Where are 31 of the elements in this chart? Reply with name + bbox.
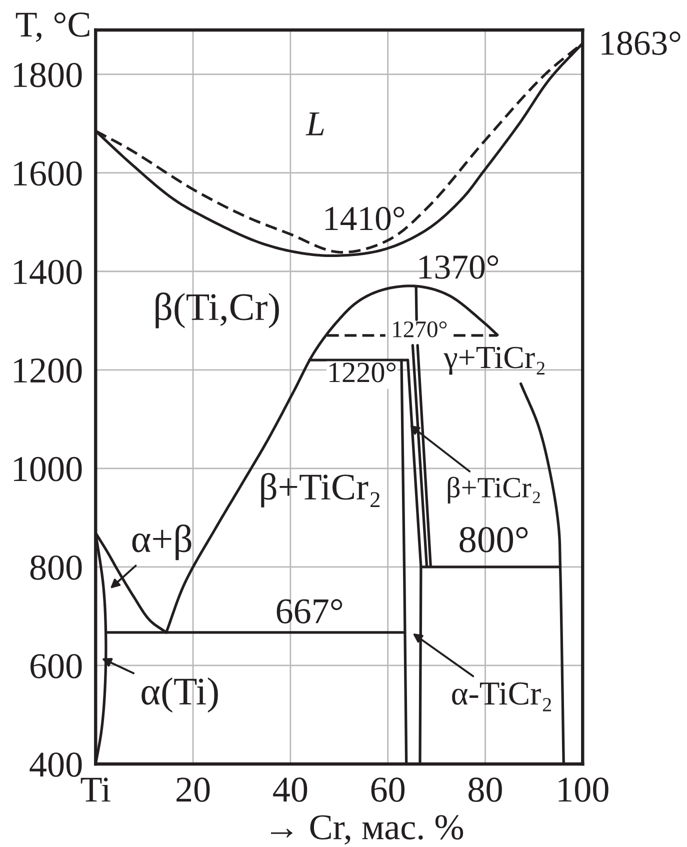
annotation: α(Ti)	[142, 677, 218, 713]
annotation: β(Ti,Cr)	[156, 292, 279, 328]
x-tick-label: 60	[371, 778, 405, 802]
annotation: 1410°	[326, 206, 404, 230]
annotation: γ+TiCr₂	[444, 346, 544, 375]
annotation: α-TiCr₂	[452, 682, 551, 712]
x-axis-title: → Cr, мас. %	[271, 815, 464, 845]
y-tick-label: 1600	[14, 161, 82, 186]
y-tick-label: 400	[30, 752, 82, 777]
annotation: L	[306, 112, 324, 136]
y-tick-label: 600	[30, 654, 82, 678]
annotation: 667°	[276, 599, 342, 624]
annotation: 800°	[460, 527, 528, 552]
y-tick-label: 1800	[14, 62, 82, 88]
y-tick-label: 1400	[14, 260, 82, 284]
x-tick-label: 40	[273, 778, 308, 802]
x-tick-label: 20	[176, 778, 210, 802]
y-tick-label: 1000	[14, 456, 82, 482]
annotation: β+TiCr₂	[448, 476, 540, 504]
annotation: 1220°	[330, 362, 396, 382]
annotation: 1863°	[602, 32, 680, 55]
annotation: 1270°	[393, 321, 447, 338]
x-tick-label: 100	[558, 778, 608, 802]
y-tick-label: 1200	[14, 358, 82, 383]
annotation: α+β	[132, 524, 192, 560]
annotation: 1370°	[419, 255, 498, 279]
y-axis-title: T, °C	[16, 12, 90, 42]
y-tick-label: 800	[30, 555, 82, 580]
x-tick-label: Ti	[80, 778, 110, 802]
annotation: β+TiCr₂	[261, 473, 380, 508]
x-tick-label: 80	[468, 778, 502, 802]
